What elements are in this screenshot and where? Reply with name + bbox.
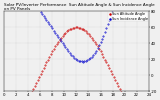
Sun Altitude Angle (91, 37, 93, 38)
Line: Sun Incidence Angle: Sun Incidence Angle (40, 11, 113, 62)
Sun Incidence Angle (78, 60, 80, 61)
Sun Altitude Angle (79, 27, 81, 28)
Sun Altitude Angle (31, 92, 33, 93)
Sun Altitude Angle (37, 80, 39, 81)
Line: Sun Altitude Angle: Sun Altitude Angle (4, 27, 149, 100)
Legend: Sun Altitude Angle, Sun Incidence Angle: Sun Altitude Angle, Sun Incidence Angle (108, 12, 148, 22)
Text: Solar PV/Inverter Performance  Sun Altitude Angle & Sun Incidence Angle on PV Pa: Solar PV/Inverter Performance Sun Altitu… (4, 3, 155, 11)
Sun Incidence Angle (89, 58, 91, 59)
Sun Altitude Angle (76, 27, 78, 28)
